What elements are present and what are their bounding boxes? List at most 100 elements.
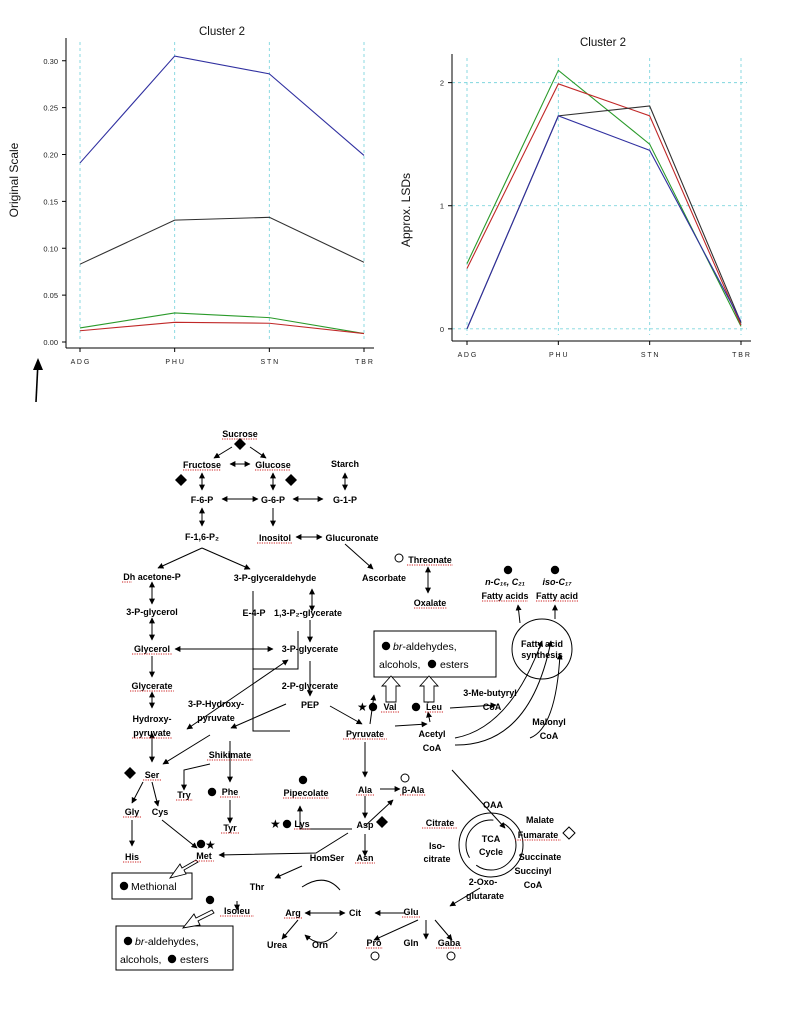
diamond-outline-icon — [562, 826, 576, 840]
node-succinyl-2: CoA — [524, 880, 543, 890]
series-line-4 — [79, 321, 365, 335]
y-tick-label: 0.30 — [43, 57, 58, 66]
y-tick-label: 0.20 — [43, 151, 58, 160]
node-pyruvate: Pyruvate — [346, 729, 384, 739]
diamond-icon — [376, 816, 388, 828]
node-e4p: E-4-P — [242, 608, 265, 618]
node-hydroxypyruvate-2: pyruvate — [133, 728, 171, 738]
filled-circle-icon — [411, 702, 421, 712]
y-tick-label: 0.00 — [43, 338, 58, 347]
up-arrow-marker — [33, 358, 43, 403]
node-succinate: Succinate — [519, 852, 562, 862]
filled-circle-icon — [282, 819, 292, 829]
node-acetyl-1: Acetyl — [418, 729, 445, 739]
open-circle-icon — [400, 773, 410, 783]
right-chart-title: Cluster 2 — [580, 37, 626, 49]
fatty-acid-synthesis: Fatty acid synthesis — [511, 618, 573, 680]
left-chart-series — [79, 55, 365, 335]
bottom-box-line-1: br-aldehydes, — [135, 936, 199, 948]
top-volatiles-box: br-aldehydes, alcohols, esters — [373, 630, 497, 703]
node-fructose: Fructose — [183, 460, 221, 470]
x-tick-label: T B R — [732, 352, 750, 359]
node-isocitrate-2: citrate — [423, 854, 450, 864]
node-hydroxypyruvate-1: Hydroxy- — [132, 714, 171, 724]
node-2p-glycerate: 2-P-glycerate — [282, 681, 339, 691]
node-orn: Orn — [312, 940, 328, 950]
star-icon: ★ — [270, 817, 281, 831]
node-3p-glycerate: 3-P-glycerate — [282, 644, 339, 654]
node-met: Met — [196, 851, 212, 861]
series-line-2 — [466, 83, 742, 326]
node-fatty-acids-name: n-C₁₆, C₂₁ — [485, 577, 525, 587]
fas-label-2: synthesis — [521, 650, 563, 660]
node-his: His — [125, 852, 139, 862]
y-tick-label: 0.05 — [43, 291, 58, 300]
filled-circle-icon — [503, 565, 513, 575]
series-line-3 — [79, 312, 365, 335]
node-leu: Leu — [426, 702, 442, 712]
right-chart-grid — [452, 58, 747, 335]
tca-label-1: TCA — [482, 834, 501, 844]
star-icon: ★ — [205, 838, 216, 852]
node-malonyl-2: CoA — [540, 731, 559, 741]
bottom-box-line-2a: alcohols, — [120, 954, 161, 966]
node-3p-glycerol: 3-P-glycerol — [126, 607, 178, 617]
node-glu: Glu — [404, 907, 419, 917]
node-malonyl-1: Malonyl — [532, 717, 566, 727]
node-try: Try — [177, 790, 191, 800]
x-tick-label: P H U — [549, 352, 568, 359]
node-g1p: G-1-P — [333, 495, 357, 505]
tca-cycle: TCA Cycle — [458, 812, 524, 878]
right-chart-y-label: Approx. LSDs — [399, 173, 413, 247]
top-box-line-2a: alcohols, — [379, 659, 420, 671]
node-fatty-acids-label: Fatty acids — [481, 591, 528, 601]
top-box-line-2b: esters — [440, 659, 469, 671]
diamond-icon — [234, 438, 246, 450]
marker-symbols: ★ ★ ★ — [124, 438, 576, 961]
y-tick-label: 0.15 — [43, 197, 58, 206]
node-shikimate: Shikimate — [209, 750, 252, 760]
y-tick-label: 1 — [440, 202, 444, 211]
node-malate: Malate — [526, 815, 554, 825]
node-homser: HomSer — [310, 853, 345, 863]
series-line-1 — [79, 55, 365, 164]
node-oaa: OAA — [483, 800, 504, 810]
methional-box: Methional — [111, 859, 199, 900]
series-line-2 — [79, 216, 365, 265]
node-isocitrate-1: Iso- — [429, 841, 445, 851]
node-fumarate: Fumarate — [518, 830, 559, 840]
node-starch: Starch — [331, 459, 359, 469]
right-chart-axes — [451, 54, 751, 342]
node-glucose: Glucose — [255, 460, 291, 470]
top-box-line-1: br-aldehydes, — [393, 641, 457, 653]
left-chart-title: Cluster 2 — [199, 26, 245, 38]
node-dhap: Dh acetone-P — [123, 572, 181, 582]
node-asp: Asp — [356, 820, 374, 830]
node-thr: Thr — [250, 882, 265, 892]
left-chart-axes — [65, 38, 374, 349]
node-gly: Gly — [125, 807, 140, 817]
node-mebutyryl-2: CoA — [483, 702, 502, 712]
filled-circle-icon — [298, 775, 308, 785]
node-gaba: Gaba — [438, 938, 462, 948]
node-f6p: F-6-P — [191, 495, 214, 505]
x-tick-label: S T N — [641, 352, 659, 359]
star-icon: ★ — [357, 700, 368, 714]
node-val: Val — [383, 702, 396, 712]
node-glycerol: Glycerol — [134, 644, 170, 654]
node-succinyl-1: Succinyl — [514, 866, 551, 876]
x-tick-label: P H U — [165, 359, 184, 366]
node-cys: Cys — [152, 807, 169, 817]
node-beta-ala: β-Ala — [402, 785, 425, 795]
open-circle-icon — [394, 553, 404, 563]
node-fatty-acid-label: Fatty acid — [536, 591, 578, 601]
open-circle-icon — [446, 951, 456, 961]
node-glyceraldehyde: 3-P-glyceraldehyde — [234, 573, 317, 583]
right-chart-y-ticks: 0 1 2 — [440, 79, 452, 334]
node-citrate: Citrate — [426, 818, 455, 828]
node-inositol: Inositol — [259, 533, 291, 543]
node-ala: Ala — [358, 785, 373, 795]
x-tick-label: A D G — [458, 352, 477, 359]
filled-circle-icon — [205, 895, 215, 905]
